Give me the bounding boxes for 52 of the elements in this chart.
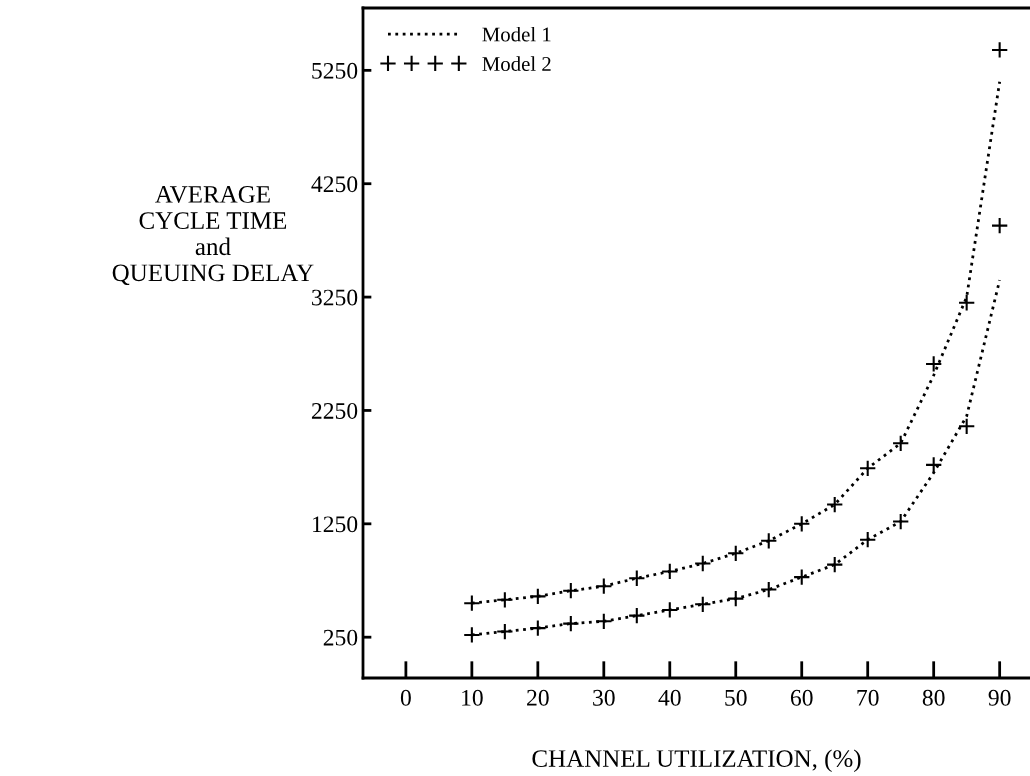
y-tick-label: 250: [323, 629, 358, 646]
x-tick-label: 70: [857, 689, 879, 706]
x-tick-label: 10: [462, 689, 483, 706]
x-tick-label: 0: [400, 689, 411, 706]
point: [826, 555, 844, 574]
point: [496, 591, 514, 609]
point: [760, 532, 778, 550]
point: [925, 355, 943, 373]
point: [562, 582, 580, 600]
point: [595, 577, 613, 595]
legend-label: Model 2: [482, 56, 551, 71]
point: [463, 626, 481, 644]
y-tick-label: 1250: [312, 516, 358, 533]
point: [892, 434, 910, 453]
point: [957, 294, 976, 312]
point: [957, 417, 976, 435]
point: [661, 562, 679, 581]
point: [859, 531, 877, 549]
y-tick-label: 5250: [312, 62, 358, 79]
x-tick-label: 80: [922, 689, 945, 706]
point: [727, 589, 745, 608]
point: [595, 612, 613, 630]
x-tick-label: 20: [527, 689, 549, 706]
point: [793, 568, 811, 586]
point: [793, 515, 811, 533]
x-tick-label: 60: [790, 689, 813, 706]
x-tick-label: 50: [725, 689, 747, 706]
point: [727, 544, 745, 562]
point: [990, 216, 1009, 235]
point: [496, 622, 514, 641]
x-axis-title: CHANNEL UTILIZATION, (%): [532, 749, 861, 773]
point: [529, 587, 547, 606]
x-tick-label: 40: [658, 689, 681, 706]
x-tick-label: 30: [593, 689, 615, 706]
point: [826, 495, 844, 514]
point: [694, 554, 712, 573]
legend-label: Model 1: [482, 26, 551, 42]
point: [760, 580, 778, 599]
y-tick-label: 2250: [311, 402, 358, 419]
point: [925, 456, 943, 474]
x-tick-label: 90: [988, 689, 1011, 706]
point: [990, 41, 1009, 59]
point: [529, 619, 547, 637]
point: [661, 601, 679, 619]
point: [628, 569, 646, 587]
point: [463, 594, 481, 612]
point: [694, 595, 712, 613]
point: [562, 614, 580, 633]
point: [892, 512, 910, 531]
point: [859, 459, 877, 477]
y-tick-label: 3250: [312, 289, 358, 306]
point: [628, 606, 646, 625]
